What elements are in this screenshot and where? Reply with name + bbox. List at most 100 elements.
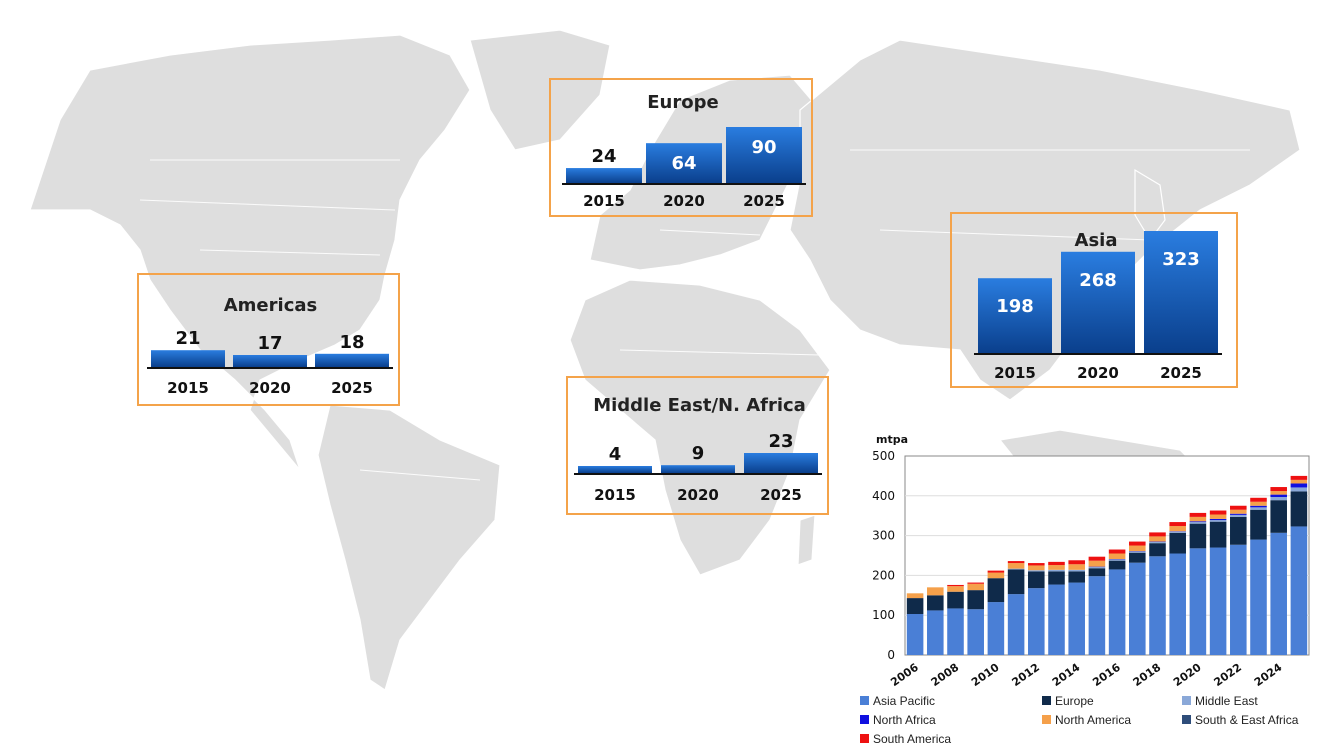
stack-segment-north-america <box>1108 553 1126 560</box>
region-bar-2025 <box>1144 231 1218 353</box>
stack-segment-europe <box>947 591 964 609</box>
stack-segment-north-america <box>967 583 984 591</box>
stack-segment-middle-east <box>1088 567 1106 569</box>
stack-segment-europe <box>967 590 984 610</box>
x-tick-label: 2006 <box>888 661 921 689</box>
legend-label: North Africa <box>873 713 936 727</box>
stack-segment-asia-pacific <box>987 602 1005 655</box>
stack-segment-north-america <box>1048 565 1065 570</box>
stack-segment-europe <box>1028 571 1045 589</box>
stack-segment-asia-pacific <box>906 614 924 655</box>
stack-segment-middle-east <box>1068 569 1085 572</box>
stack-segment-europe <box>987 578 1005 603</box>
stack-segment-north-africa <box>1209 518 1227 521</box>
region-year-label: 2020 <box>663 192 705 210</box>
greenland-landmass <box>469 29 611 151</box>
y-tick-label: 0 <box>887 648 895 662</box>
x-tick-label: 2014 <box>1050 661 1083 689</box>
y-tick-label: 200 <box>872 568 895 582</box>
stack-segment-asia-pacific <box>1209 547 1227 655</box>
stack-segment-north-america <box>1169 526 1186 532</box>
stack-segment-north-america <box>1088 560 1106 567</box>
south-america-landmass <box>317 404 501 691</box>
region-year-label: 2025 <box>760 486 802 504</box>
legend-label: Asia Pacific <box>873 694 935 708</box>
plot-area <box>904 455 1310 656</box>
north-america-landmass <box>29 34 471 471</box>
region-bar-2020 <box>1061 251 1135 353</box>
stack-segment-middle-east <box>1270 496 1287 501</box>
legend-swatch <box>1042 696 1051 705</box>
stack-segment-asia-pacific <box>1108 569 1126 655</box>
stack-segment-north-africa <box>1270 494 1287 497</box>
stack-segment-south-america <box>1169 522 1186 527</box>
stack-segment-south-america <box>1149 532 1166 537</box>
region-title: Middle East/N. Africa <box>593 395 806 416</box>
x-tick-label: 2024 <box>1252 661 1285 689</box>
y-tick-label: 300 <box>872 529 895 543</box>
stack-segment-south-america <box>1048 561 1065 566</box>
region-value-label: 323 <box>1162 249 1200 270</box>
stack-segment-middle-east <box>1007 568 1025 570</box>
legend-swatch <box>1042 715 1051 724</box>
stack-segment-europe <box>927 595 944 611</box>
capacity-stacked-bar-chart: mtpa 0 100 200 300 400 500 2006 2008 2010 2012 2014… <box>860 433 1310 746</box>
stack-segment-europe <box>1149 543 1166 557</box>
stack-segment-north-africa <box>1230 513 1247 515</box>
stack-segment-south-america <box>1189 512 1207 517</box>
stack-segment-north-america <box>1209 514 1227 519</box>
region-bar-2015 <box>151 350 225 367</box>
stack-segment-south-america <box>1290 475 1308 480</box>
stack-segment-europe <box>1250 509 1267 540</box>
legend-swatch <box>1182 696 1191 705</box>
stack-segment-europe <box>1169 532 1186 554</box>
stack-segment-asia-pacific <box>927 610 944 655</box>
stack-segment-north-america <box>1270 491 1287 495</box>
region-year-label: 2015 <box>594 486 636 504</box>
region-year-label: 2020 <box>1077 364 1119 382</box>
stack-segment-asia-pacific <box>947 608 964 655</box>
stack-segment-europe <box>1189 523 1207 549</box>
stack-segment-europe <box>1048 571 1065 585</box>
y-tick-label: 500 <box>872 449 895 463</box>
stack-segment-north-america <box>1007 563 1025 569</box>
region-bar-2020 <box>661 465 735 473</box>
stack-segment-europe <box>1129 552 1146 563</box>
region-box-americas: Americas 21 2015 17 2020 18 2025 <box>137 273 400 406</box>
asia-mini-chart: Asia 198 2015 268 2020 323 2025 <box>974 230 1222 382</box>
stack-segment-north-america <box>947 586 964 592</box>
region-value-label: 17 <box>257 333 282 354</box>
stack-segment-asia-pacific <box>1028 588 1045 655</box>
stack-segment-europe <box>1007 569 1025 595</box>
legend-label: Europe <box>1055 694 1094 708</box>
stack-segment-north-america <box>927 587 944 596</box>
x-tick-label: 2016 <box>1090 661 1123 689</box>
stack-segment-north-america <box>1068 564 1085 570</box>
region-value-label: 24 <box>591 146 616 167</box>
legend-label: South America <box>873 732 951 746</box>
stack-segment-south-america <box>1250 497 1267 502</box>
stack-segment-asia-pacific <box>1129 562 1146 655</box>
stack-segment-europe <box>1290 491 1308 527</box>
region-value-label: 21 <box>175 328 200 349</box>
stack-segment-middle-east <box>1230 514 1247 517</box>
stack-segment-south-america <box>1209 510 1227 515</box>
stack-segment-asia-pacific <box>1270 532 1287 655</box>
stack-segment-asia-pacific <box>1068 582 1085 655</box>
europe-mini-chart: Europe 24 2015 64 2020 90 2025 <box>562 92 806 210</box>
stack-segment-north-america <box>906 593 924 599</box>
region-year-label: 2020 <box>677 486 719 504</box>
stack-segment-europe <box>906 598 924 615</box>
region-year-label: 2025 <box>1160 364 1202 382</box>
stack-segment-middle-east <box>1028 570 1045 572</box>
stack-segment-middle-east <box>1209 520 1227 522</box>
legend-swatch <box>1182 715 1191 724</box>
region-title: Europe <box>647 92 718 113</box>
stack-segment-north-america <box>1189 516 1207 522</box>
x-tick-label: 2012 <box>1009 661 1042 689</box>
stack-segment-europe <box>1068 571 1085 583</box>
legend-label: Middle East <box>1195 694 1258 708</box>
legend-swatch <box>860 715 869 724</box>
x-tick-label: 2008 <box>929 661 962 689</box>
region-bar-2025 <box>315 353 389 367</box>
